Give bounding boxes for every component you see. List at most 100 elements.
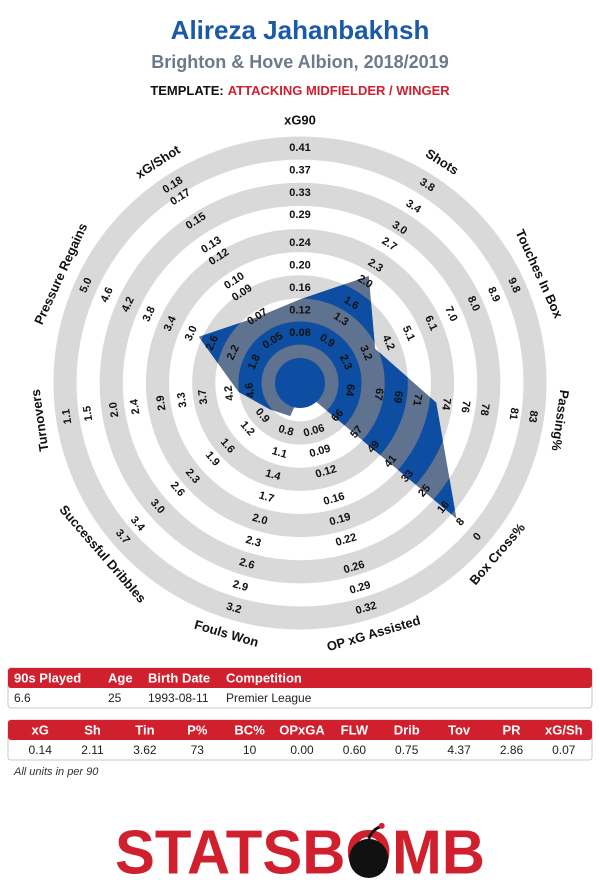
template-label: TEMPLATE: (150, 83, 223, 98)
tick-label: 0.16 (289, 282, 310, 294)
table-cell: Premier League (226, 691, 312, 705)
column-header: xG (32, 722, 49, 737)
tick-label: 8.9 (485, 285, 502, 304)
column-header: Tin (135, 722, 154, 737)
tick-label: 1.8 (246, 353, 263, 372)
table-cell: 6.6 (14, 691, 31, 705)
tick-label: 0.22 (334, 531, 358, 549)
column-header: 90s Played (14, 670, 81, 685)
tick-label: 5.1 (400, 324, 417, 343)
ring (53, 136, 547, 630)
column-header: Drib (394, 722, 420, 737)
footnote: All units in per 90 (13, 766, 99, 778)
tick-label: 69 (391, 390, 405, 404)
tick-label: 2.3 (244, 534, 262, 550)
tick-label: 0.12 (289, 304, 310, 316)
tick-label: 2.4 (128, 397, 142, 415)
tick-label: 0.09 (308, 443, 332, 461)
tick-label: 2.3 (337, 353, 354, 372)
table-header (8, 668, 592, 688)
column-header: P% (187, 722, 208, 737)
tick-label: 4.6 (99, 285, 116, 304)
table-cell: 0.00 (290, 743, 314, 757)
tick-label: 7.0 (442, 305, 459, 324)
tick-label: 3.2 (357, 344, 374, 363)
tick-label: 4.2 (222, 385, 236, 402)
column-header: Age (108, 670, 133, 685)
logo: STATSBOMB (115, 818, 485, 880)
tick-label: 4.2 (120, 295, 137, 314)
tick-label: 1.1 (60, 408, 74, 425)
column-header: Birth Date (148, 670, 210, 685)
table-cell: 1993-08-11 (148, 691, 209, 705)
column-header: PR (502, 722, 521, 737)
column-header: Sh (84, 722, 101, 737)
tick-label: 0.12 (314, 463, 338, 481)
tick-label: 2.9 (231, 578, 249, 594)
column-header: OPxGA (279, 722, 325, 737)
table-cell: 0.60 (343, 743, 367, 757)
bomb (349, 838, 389, 878)
tick-label: 64 (343, 383, 357, 398)
table-cell: 0.14 (29, 743, 53, 757)
tick-label: 1.4 (264, 467, 283, 483)
tick-label: 0.37 (289, 164, 310, 176)
tick-label: 2.9 (154, 394, 168, 411)
tick-label: 9.8 (505, 276, 522, 295)
axis-label: Turnovers (28, 388, 52, 452)
tick-label: 1.1 (270, 445, 288, 461)
tick-label: 3.2 (225, 600, 243, 616)
table-cell: 2.11 (81, 743, 104, 757)
tick-label: 0.29 (348, 579, 372, 597)
column-header: Competition (226, 670, 302, 685)
tick-label: 0.41 (289, 142, 310, 154)
tick-label: 8 (454, 516, 467, 528)
tick-label: 67 (372, 387, 386, 401)
table-cell: 73 (191, 743, 205, 757)
tick-label: 2.2 (225, 343, 242, 362)
tick-label: 0.16 (322, 490, 346, 508)
center-disc (275, 358, 325, 408)
tick-label: 74 (439, 397, 453, 412)
tick-label: 0.08 (289, 327, 310, 339)
ring (99, 182, 501, 584)
table-cell: 25 (108, 691, 122, 705)
column-header: BC% (234, 722, 265, 737)
template-name: ATTACKING MIDFIELDER / WINGER (228, 83, 451, 98)
tick-label: 0.26 (342, 559, 366, 577)
table-header (8, 720, 592, 740)
axis-label: xG90 (284, 112, 316, 127)
table-cell: 4.37 (447, 743, 471, 757)
radar: 0.08 0.12 0.16 0.20 0.24 0.29 0.33 0.37 0.41 xG90… (28, 112, 572, 654)
template-line: TEMPLATE: ATTACKING MIDFIELDER / WINGER (150, 83, 450, 98)
tick-label: 0.24 (289, 237, 311, 249)
table-cell: 2.86 (500, 743, 524, 757)
tick-label: 0.06 (302, 422, 326, 440)
tick-label: 81 (507, 407, 521, 421)
tick-label: 6.1 (422, 314, 439, 333)
tick-label: 83 (526, 410, 540, 424)
tick-label: 1.7 (257, 490, 275, 506)
table-cell: 0.75 (395, 743, 419, 757)
table-cell: 0.07 (552, 743, 576, 757)
tick-label: 2.7 (379, 235, 398, 253)
subtitle: Brighton & Hove Albion, 2018/2019 (151, 52, 448, 72)
tick-label: 2.6 (204, 334, 221, 353)
table-cell: 3.62 (133, 743, 157, 757)
tick-label: 0.32 (354, 600, 378, 618)
table-cell: 10 (243, 743, 257, 757)
tick-label: 2.6 (238, 556, 256, 572)
tick-label: 8.0 (465, 294, 482, 313)
tick-label: 0.20 (289, 260, 310, 272)
column-header: FLW (341, 722, 369, 737)
column-header: xG/Sh (545, 722, 583, 737)
tick-label: 4.6 (243, 382, 257, 399)
tick-label: 3.3 (175, 391, 189, 408)
ring (145, 228, 455, 538)
tick-label: 3.7 (196, 388, 210, 405)
tick-label: 71 (410, 393, 424, 407)
tick-label: 0.8 (277, 423, 295, 439)
tick-label: 1.5 (81, 405, 95, 422)
title: Alireza Jahanbakhsh (171, 15, 430, 45)
